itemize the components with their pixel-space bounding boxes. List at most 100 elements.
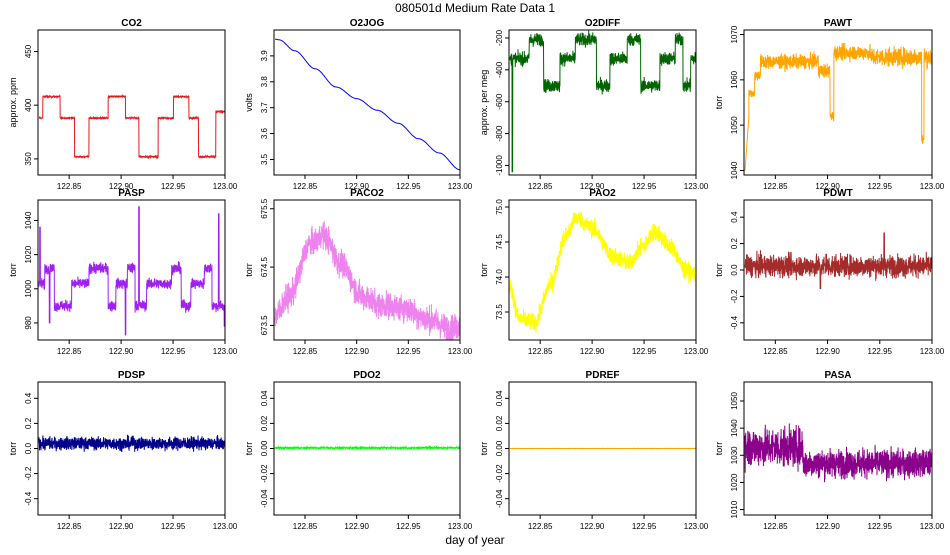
panel-title: PDREF [586, 370, 620, 381]
x-tick-label: 123.00 [684, 522, 709, 531]
y-tick-label: 1050 [730, 392, 739, 410]
x-tick-label: 122.95 [161, 522, 186, 531]
y-tick-label: -0.2 [24, 466, 33, 480]
x-tick-label: 123.00 [213, 522, 238, 531]
y-tick-label: 0.4 [730, 211, 739, 223]
panel-title: CO2 [121, 18, 142, 29]
x-tick-label: 123.00 [684, 347, 709, 356]
y-axis-label: approx. per meg [479, 70, 489, 136]
y-axis-label: torr [714, 263, 724, 277]
x-tick-label: 122.85 [293, 347, 318, 356]
x-tick-label: 122.90 [344, 522, 369, 531]
y-axis-label: torr [244, 263, 254, 277]
panel-title: PASP [118, 188, 145, 199]
y-tick-label: 350 [24, 152, 33, 166]
x-tick-label: 122.95 [868, 522, 893, 531]
series-line-pawt [745, 43, 938, 171]
y-axis-label: torr [479, 263, 489, 277]
y-tick-label: 1010 [730, 500, 739, 518]
panel-title: PDWT [823, 188, 852, 199]
panel-title: O2JOG [350, 18, 385, 29]
y-tick-label: 74.5 [495, 234, 504, 250]
y-tick-label: 400 [24, 98, 33, 112]
x-tick-label: 122.95 [632, 522, 657, 531]
series-line-o2jog [275, 39, 466, 170]
y-tick-label: 1040 [24, 211, 33, 229]
series-line-o2diff [510, 31, 702, 172]
x-tick-label: 122.95 [396, 347, 421, 356]
y-axis-label: torr [244, 442, 254, 456]
x-tick-label: 123.00 [448, 182, 473, 191]
panel-title: PACO2 [350, 188, 384, 199]
figure-x-axis-label: day of year [445, 533, 504, 547]
y-tick-label: -600 [495, 93, 504, 110]
y-tick-label: 3.8 [260, 76, 269, 88]
y-tick-label: 0.00 [495, 440, 504, 456]
x-tick-label: 122.95 [396, 522, 421, 531]
y-tick-label: 1050 [730, 116, 739, 134]
x-tick-label: 123.00 [448, 522, 473, 531]
panel-title: PAO2 [589, 188, 616, 199]
x-tick-label: 122.85 [57, 347, 82, 356]
series-line-pao2 [510, 212, 702, 333]
y-tick-label: 3.6 [260, 127, 269, 139]
y-tick-label: 0.0 [24, 442, 33, 454]
panel-title: PDO2 [353, 370, 381, 381]
panel-title: PDSP [118, 370, 146, 381]
y-tick-label: -0.02 [495, 464, 504, 483]
x-tick-label: 122.85 [528, 347, 553, 356]
plot-frame [38, 30, 225, 175]
x-tick-label: 122.85 [293, 522, 318, 531]
y-tick-label: -400 [495, 61, 504, 78]
y-tick-label: 0.04 [260, 390, 269, 406]
y-tick-label: 0.04 [495, 390, 504, 406]
x-tick-label: 122.85 [57, 182, 82, 191]
y-tick-label: 673.5 [260, 315, 269, 336]
y-axis-label: volts [244, 93, 254, 112]
y-tick-label: 0.02 [260, 415, 269, 431]
series-line-pdo2 [275, 447, 466, 449]
y-tick-label: 1000 [24, 279, 33, 297]
x-tick-label: 122.85 [763, 182, 788, 191]
x-tick-label: 122.85 [528, 182, 553, 191]
series-line-co2 [39, 96, 231, 158]
y-tick-label: 0.4 [24, 392, 33, 404]
y-tick-label: -0.2 [730, 289, 739, 303]
y-axis-label: torr [8, 442, 18, 456]
x-tick-label: 122.95 [396, 182, 421, 191]
y-tick-label: 3.9 [260, 50, 269, 62]
x-tick-label: 122.90 [109, 347, 134, 356]
x-tick-label: 122.90 [815, 522, 840, 531]
y-tick-label: 0.2 [730, 237, 739, 249]
y-tick-label: 674.5 [260, 257, 269, 278]
figure-title: 080501d Medium Rate Data 1 [395, 1, 555, 15]
x-tick-label: 122.85 [763, 347, 788, 356]
series-line-pdwt [745, 233, 938, 289]
y-tick-label: 1060 [730, 70, 739, 88]
y-tick-label: 450 [24, 44, 33, 58]
x-tick-label: 122.95 [868, 347, 893, 356]
y-tick-label: 980 [24, 316, 33, 330]
x-tick-label: 123.00 [213, 347, 238, 356]
y-tick-label: 1040 [730, 419, 739, 437]
y-tick-label: 675.5 [260, 198, 269, 219]
series-line-paco2 [275, 221, 466, 342]
x-tick-label: 122.95 [632, 182, 657, 191]
y-tick-label: -1000 [495, 155, 504, 176]
x-tick-label: 122.95 [868, 182, 893, 191]
x-tick-label: 122.95 [632, 347, 657, 356]
y-tick-label: 74.0 [495, 269, 504, 285]
x-tick-label: 122.85 [57, 522, 82, 531]
x-tick-label: 122.95 [161, 347, 186, 356]
x-tick-label: 122.85 [528, 522, 553, 531]
x-tick-label: 122.85 [293, 182, 318, 191]
